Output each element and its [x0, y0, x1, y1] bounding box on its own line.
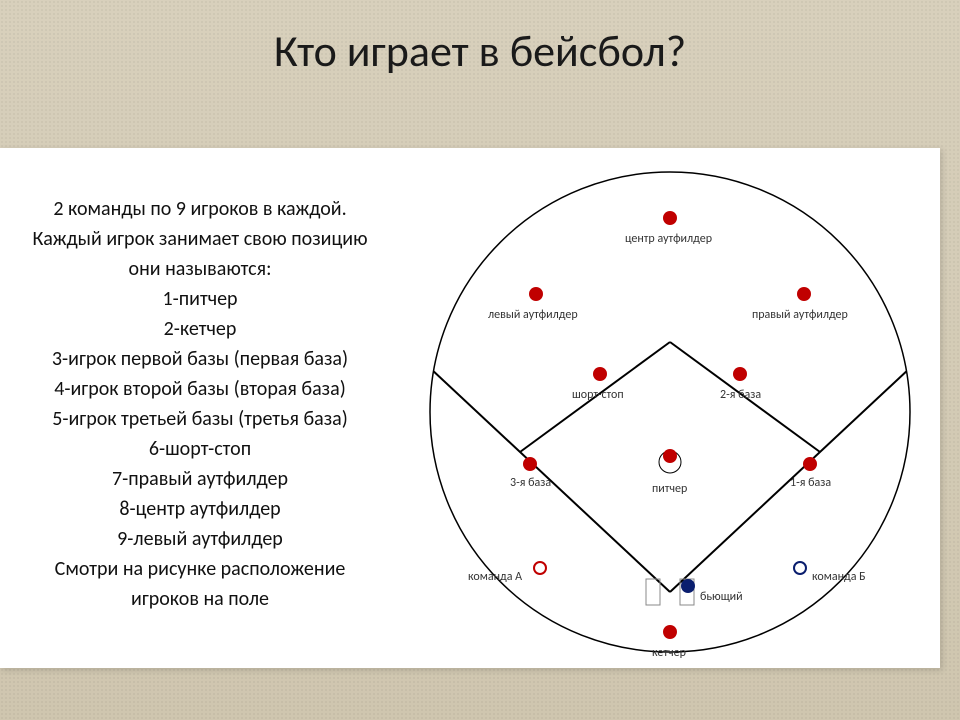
center-outfielder-label: центр аутфилдер	[625, 232, 712, 246]
text-line: они называются:	[0, 254, 400, 284]
batter-label: бьющий	[700, 590, 743, 604]
team-b-marker	[793, 561, 807, 575]
baseball-field-diagram: центр аутфилдер левый аутфилдер правый аут…	[420, 162, 920, 662]
slide: Кто играет в бейсбол? 2 команды по 9 игр…	[0, 0, 960, 720]
first-base-label: 1-я база	[790, 476, 831, 490]
catcher-marker	[663, 625, 677, 639]
text-line: 9-левый аутфилдер	[0, 524, 400, 554]
team-a-label: команда А	[468, 570, 522, 584]
text-line: игроков на поле	[0, 584, 400, 614]
text-line: 4-игрок второй базы (вторая база)	[0, 374, 400, 404]
right-outfielder-marker	[797, 287, 811, 301]
second-base-label: 2-я база	[720, 388, 761, 402]
content-card: 2 команды по 9 игроков в каждой.Каждый и…	[0, 148, 940, 668]
third-base-label: 3-я база	[510, 476, 551, 490]
batter-marker	[681, 579, 695, 593]
shortstop-marker	[593, 367, 607, 381]
text-line: 1-питчер	[0, 284, 400, 314]
pitcher-label: питчер	[652, 482, 687, 496]
slide-title: Кто играет в бейсбол?	[0, 24, 960, 78]
left-outfielder-label: левый аутфилдер	[488, 308, 578, 322]
first-base-marker	[803, 457, 817, 471]
text-line: Смотри на рисунке расположение	[0, 554, 400, 584]
text-line: 2 команды по 9 игроков в каждой.	[0, 194, 400, 224]
shortstop-label: шорт-стоп	[572, 388, 624, 402]
text-line: 8-центр аутфилдер	[0, 494, 400, 524]
text-line: 2-кетчер	[0, 314, 400, 344]
text-line: 7-правый аутфилдер	[0, 464, 400, 494]
text-column: 2 команды по 9 игроков в каждой.Каждый и…	[0, 194, 400, 614]
text-line: 3-игрок первой базы (первая база)	[0, 344, 400, 374]
text-line: 6-шорт-стоп	[0, 434, 400, 464]
right-outfielder-label: правый аутфилдер	[752, 308, 848, 322]
center-outfielder-marker	[663, 211, 677, 225]
text-line: 5-игрок третьей базы (третья база)	[0, 404, 400, 434]
team-b-label: команда Б	[812, 570, 866, 584]
left-outfielder-marker	[529, 287, 543, 301]
third-base-marker	[523, 457, 537, 471]
team-a-marker	[533, 561, 547, 575]
second-base-marker	[733, 367, 747, 381]
text-line: Каждый игрок занимает свою позицию	[0, 224, 400, 254]
catcher-label: кетчер	[652, 646, 686, 660]
pitcher-marker	[663, 449, 677, 463]
